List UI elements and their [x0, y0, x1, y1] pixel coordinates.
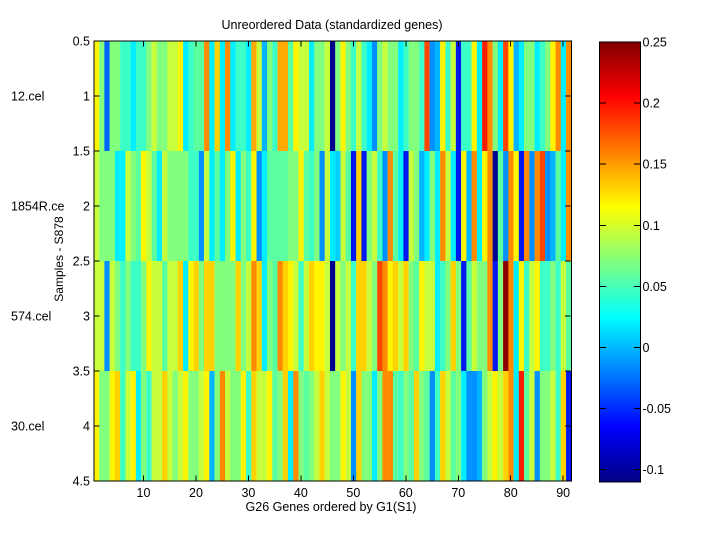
svg-text:-0.1: -0.1	[643, 463, 665, 477]
svg-text:80: 80	[504, 486, 518, 500]
svg-text:0.5: 0.5	[73, 35, 90, 49]
svg-text:70: 70	[451, 486, 465, 500]
svg-text:-0.05: -0.05	[643, 402, 672, 416]
svg-text:10: 10	[137, 486, 151, 500]
svg-text:1854R.ce: 1854R.ce	[11, 200, 65, 214]
svg-text:90: 90	[556, 486, 570, 500]
svg-text:574.cel: 574.cel	[11, 310, 51, 324]
svg-text:30: 30	[241, 486, 255, 500]
svg-text:0: 0	[643, 341, 650, 355]
svg-text:0.25: 0.25	[643, 36, 667, 50]
svg-text:1.5: 1.5	[73, 145, 90, 159]
svg-text:2: 2	[83, 200, 90, 214]
svg-text:12.cel: 12.cel	[11, 90, 44, 104]
svg-text:0.1: 0.1	[643, 219, 660, 233]
svg-text:1: 1	[83, 90, 90, 104]
svg-text:2.5: 2.5	[73, 255, 90, 269]
svg-text:50: 50	[346, 486, 360, 500]
svg-text:3.5: 3.5	[73, 365, 90, 379]
svg-text:60: 60	[399, 486, 413, 500]
svg-text:0.15: 0.15	[643, 158, 667, 172]
svg-text:4.5: 4.5	[73, 475, 90, 489]
svg-text:40: 40	[294, 486, 308, 500]
svg-text:0.2: 0.2	[643, 97, 660, 111]
svg-text:4: 4	[83, 420, 90, 434]
svg-text:30.cel: 30.cel	[11, 420, 44, 434]
svg-text:Samples - S878: Samples - S878	[52, 216, 66, 302]
svg-text:20: 20	[189, 486, 203, 500]
svg-text:Unreordered Data (standardized: Unreordered Data (standardized genes)	[222, 18, 443, 32]
svg-text:G26 Genes ordered by G1(S1): G26 Genes ordered by G1(S1)	[246, 500, 417, 514]
svg-text:0.05: 0.05	[643, 280, 667, 294]
svg-text:3: 3	[83, 310, 90, 324]
